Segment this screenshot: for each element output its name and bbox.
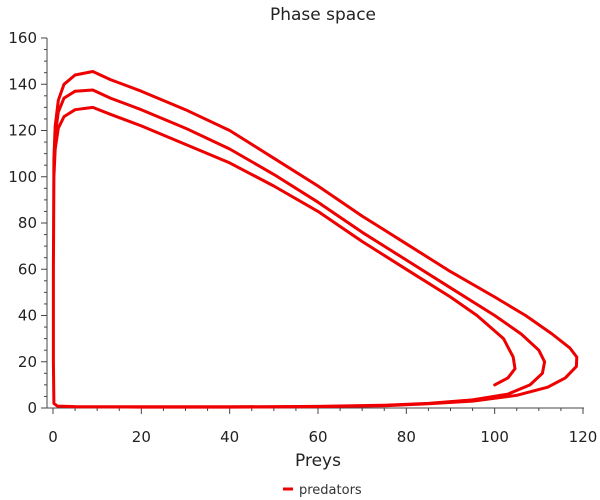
y-tick-label: 80	[18, 214, 37, 232]
legend[interactable]: predators	[283, 483, 362, 498]
y-tick-label: 120	[8, 122, 37, 140]
x-axis-label: Preys	[295, 451, 341, 471]
x-tick-label: 80	[397, 428, 416, 446]
axes	[46, 38, 584, 409]
y-tick-label: 0	[27, 399, 37, 417]
legend-label-predators: predators	[299, 483, 362, 498]
y-tick-label: 100	[8, 168, 37, 186]
y-ticks: 0 20 40 60 80 100 120 140 160	[8, 29, 47, 417]
y-tick-label: 140	[8, 75, 37, 93]
y-tick-label: 160	[8, 29, 37, 47]
y-tick-label: 40	[18, 307, 37, 325]
x-tick-label: 40	[220, 428, 239, 446]
x-tick-label: 120	[569, 428, 598, 446]
plot-area	[51, 70, 579, 409]
x-ticks: 0 20 40 60 80 100 120	[48, 408, 597, 446]
y-tick-label: 60	[18, 260, 37, 278]
chart-title: Phase space	[270, 5, 376, 25]
x-tick-label: 20	[132, 428, 151, 446]
x-tick-label: 60	[308, 428, 327, 446]
series-line-predators	[51, 70, 579, 409]
y-tick-label: 20	[18, 353, 37, 371]
x-tick-label: 100	[480, 428, 509, 446]
x-tick-label: 0	[48, 428, 58, 446]
